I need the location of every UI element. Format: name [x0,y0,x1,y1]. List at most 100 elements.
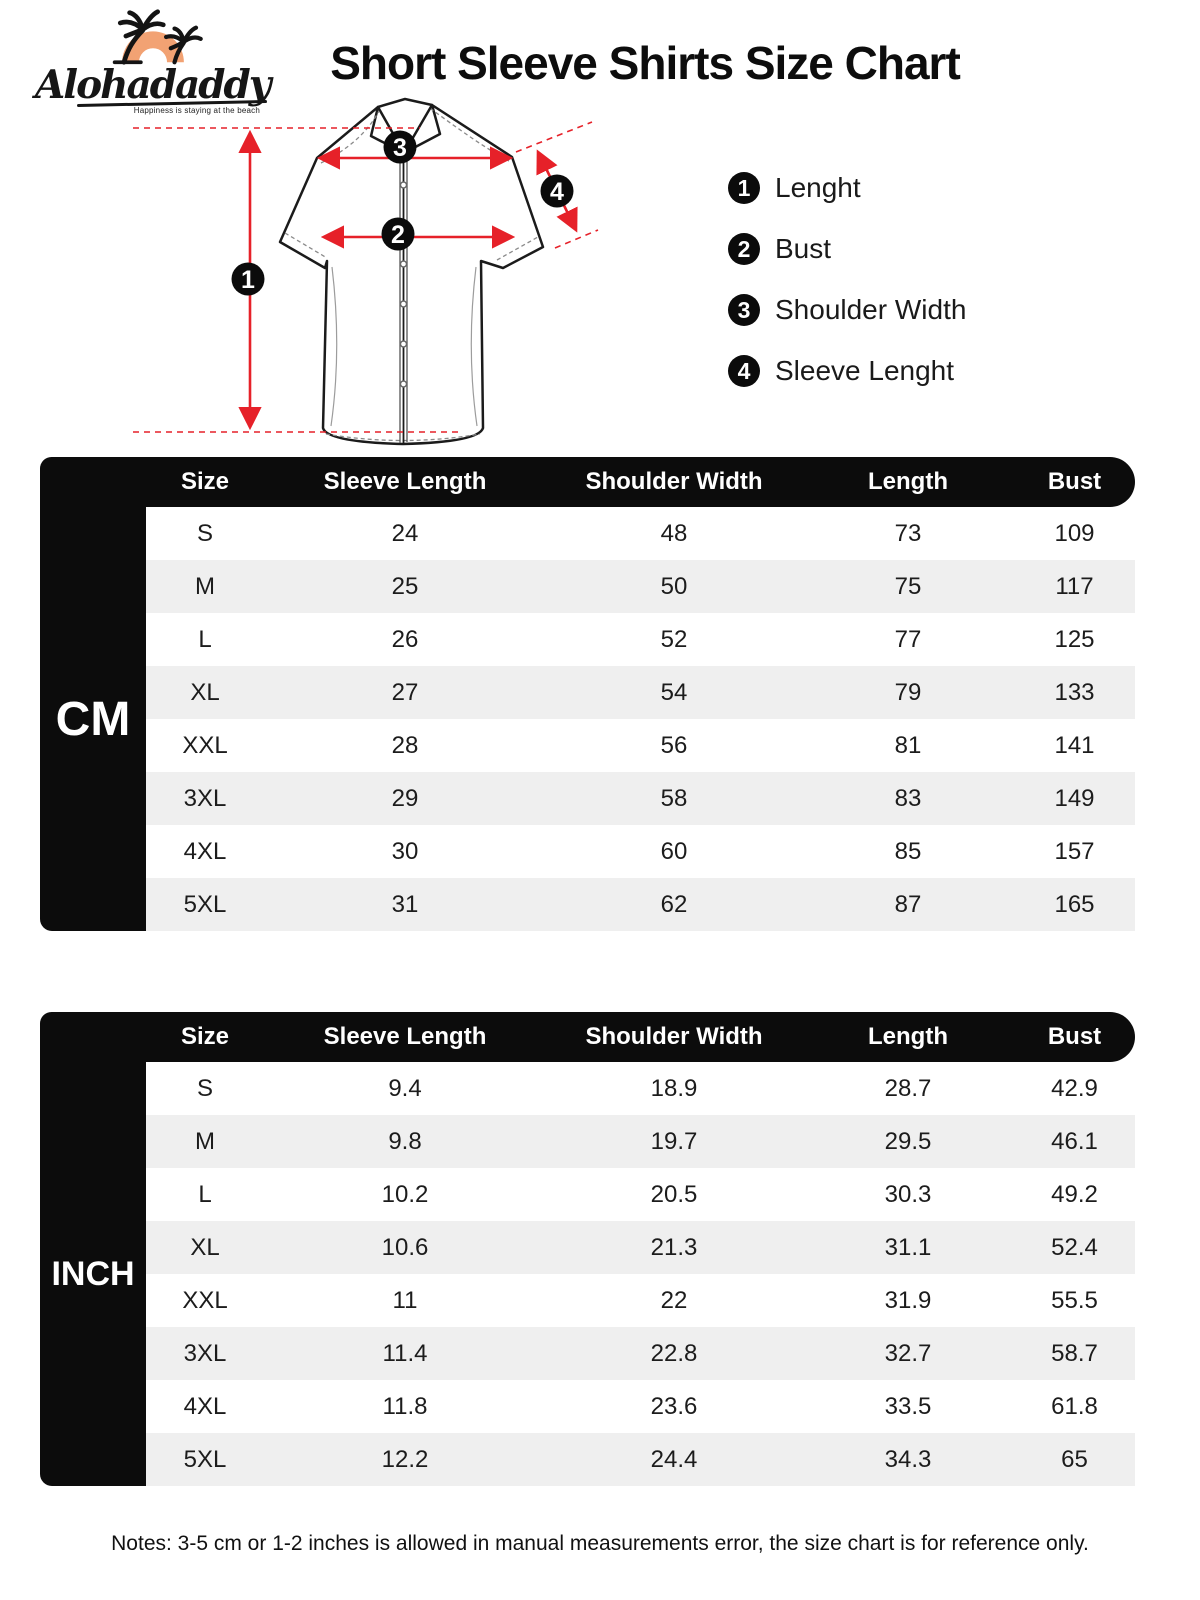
column-header-sleeve-length: Sleeve Length [323,1023,487,1050]
value-cell: 46.1 [1051,1127,1098,1155]
size-row: XXL 11 22 31.9 55.5 [146,1274,1135,1327]
value-cell: 165 [1054,890,1095,918]
size-cell: L [198,1180,212,1208]
unit-label-cm: CM [40,507,146,931]
column-header-length: Length [868,468,948,495]
size-row: 5XL 12.2 24.4 34.3 65 [146,1433,1135,1486]
value-cell: 58.7 [1051,1339,1098,1367]
value-cell: 30 [391,837,419,865]
legend-label: Lenght [775,172,861,203]
value-cell: 85 [894,837,922,865]
legend-label: Bust [775,233,832,264]
value-cell: 52.4 [1051,1233,1098,1261]
column-header-size: Size [180,468,230,495]
size-row: L 26 52 77 125 [146,613,1135,666]
size-row: M 25 50 75 117 [146,560,1135,613]
value-cell: 109 [1054,519,1095,547]
value-cell: 30.3 [884,1180,932,1208]
value-cell: 29 [391,784,419,812]
marker-1: 1 [231,262,265,296]
brand-name: Alohadaddy [35,62,271,108]
brand-tagline: Happiness is staying at the beach [133,106,260,115]
legend-number-badge: 1 [728,172,760,204]
value-cell: 19.7 [650,1127,698,1155]
value-cell: 24.4 [650,1445,698,1473]
legend-number-badge: 4 [728,355,760,387]
value-cell: 21.3 [650,1233,698,1261]
size-row: XL 10.6 21.3 31.1 52.4 [146,1221,1135,1274]
size-cell: S [196,1074,213,1102]
value-cell: 31 [391,890,419,918]
size-cell: XXL [182,1286,228,1314]
size-cell: 5XL [183,890,227,918]
table-header-cm: Size Sleeve Length Shoulder Width Length… [40,457,1135,507]
size-row: L 10.2 20.5 30.3 49.2 [146,1168,1135,1221]
table-rows-inch: S 9.4 18.9 28.7 42.9 M 9.8 19.7 29.5 46.1 L 10.2 20.… [146,1062,1135,1486]
value-cell: 10.2 [381,1180,429,1208]
legend-item-shoulder-width: 3 Shoulder Width [728,294,966,326]
value-cell: 9.8 [388,1127,422,1155]
size-row: 4XL 11.8 23.6 33.5 61.8 [146,1380,1135,1433]
svg-text:2: 2 [391,221,405,249]
size-cell: XL [190,1233,220,1261]
value-cell: 157 [1054,837,1095,865]
value-cell: 60 [660,837,688,865]
value-cell: 28.7 [884,1074,932,1102]
value-cell: 65 [1061,1445,1088,1473]
column-header-bust: Bust [1047,468,1102,495]
svg-text:4: 4 [550,178,564,206]
legend-item-sleeve-length: 4 Sleeve Lenght [728,355,966,387]
value-cell: 83 [894,784,922,812]
value-cell: 28 [391,731,419,759]
legend-label: Sleeve Lenght [775,355,955,386]
table-header-inch: Size Sleeve Length Shoulder Width Length… [40,1012,1135,1062]
value-cell: 33.5 [884,1392,932,1420]
value-cell: 50 [660,572,688,600]
size-row: M 9.8 19.7 29.5 46.1 [146,1115,1135,1168]
size-table-cm: Size Sleeve Length Shoulder Width Length… [40,457,1135,931]
value-cell: 77 [894,625,922,653]
notes-text: Notes: 3-5 cm or 1-2 inches is allowed i… [111,1532,1089,1555]
size-cell: 4XL [183,837,227,865]
size-row: 3XL 11.4 22.8 32.7 58.7 [146,1327,1135,1380]
size-cell: M [195,1127,215,1155]
size-cell: XXL [182,731,228,759]
value-cell: 55.5 [1051,1286,1098,1314]
palm-trees-sunset-icon [112,9,203,65]
value-cell: 61.8 [1051,1392,1098,1420]
size-cell: 3XL [183,1339,227,1367]
value-cell: 34.3 [884,1445,932,1473]
column-header-shoulder-width: Shoulder Width [585,1023,763,1050]
value-cell: 62 [660,890,688,918]
legend-item-bust: 2 Bust [728,233,966,265]
value-cell: 73 [894,519,922,547]
marker-4: 4 [540,174,574,208]
column-header-length: Length [868,1023,948,1050]
marker-2: 2 [381,217,415,251]
legend-number-badge: 3 [728,294,760,326]
value-cell: 56 [660,731,688,759]
column-header-shoulder-width: Shoulder Width [585,468,763,495]
size-row: 5XL 31 62 87 165 [146,878,1135,931]
size-row: XXL 28 56 81 141 [146,719,1135,772]
value-cell: 149 [1054,784,1095,812]
size-cell: 3XL [183,784,227,812]
svg-text:3: 3 [393,134,407,162]
value-cell: 9.4 [388,1074,422,1102]
column-header-size: Size [180,1023,230,1050]
value-cell: 25 [391,572,419,600]
value-cell: 79 [894,678,922,706]
value-cell: 10.6 [381,1233,429,1261]
size-row: 4XL 30 60 85 157 [146,825,1135,878]
value-cell: 31.9 [884,1286,932,1314]
value-cell: 12.2 [381,1445,429,1473]
value-cell: 54 [660,678,688,706]
value-cell: 11 [392,1286,418,1314]
value-cell: 11.8 [382,1392,428,1420]
size-cell: 5XL [183,1445,227,1473]
value-cell: 49.2 [1051,1180,1098,1208]
value-cell: 117 [1055,572,1094,600]
size-row: S 24 48 73 109 [146,507,1135,560]
value-cell: 32.7 [884,1339,932,1367]
